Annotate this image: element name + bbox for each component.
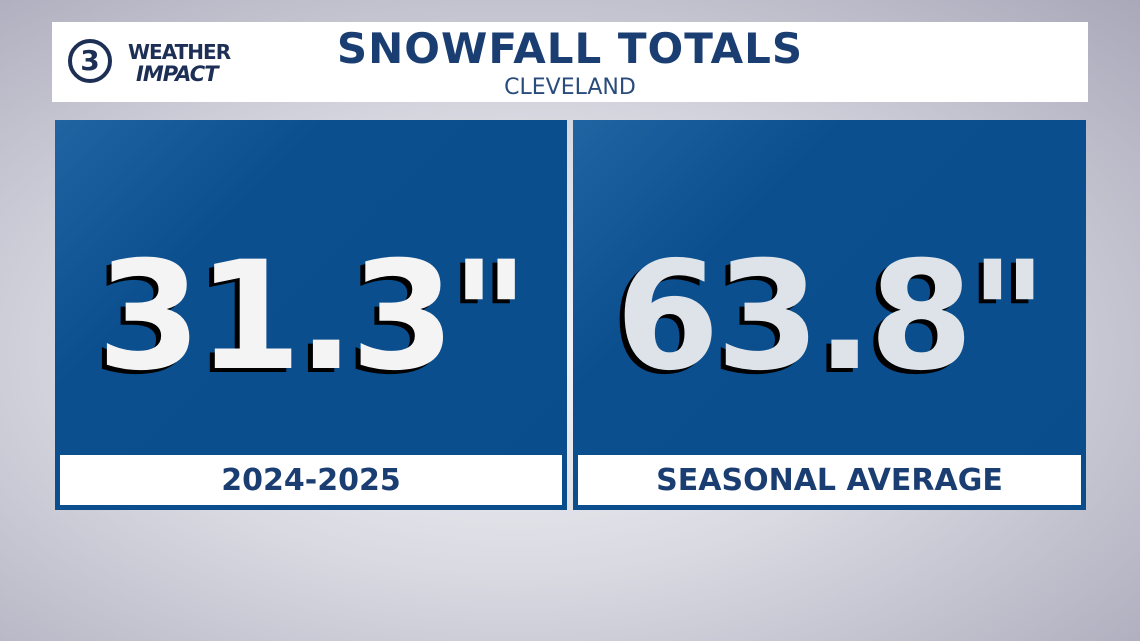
subtitle: CLEVELAND (504, 75, 636, 100)
title: SNOWFALL TOTALS (336, 24, 804, 73)
logo-text: WEATHER (128, 40, 231, 64)
value: 31.3" (96, 230, 529, 404)
value: 63.8" (615, 230, 1047, 404)
panel-label: SEASONAL AVERAGE (578, 455, 1081, 505)
panel: 63.8" SEASONAL AVERAGE (573, 120, 1086, 510)
logo-text: IMPACT (136, 62, 219, 86)
logo-number: 3 (68, 39, 112, 83)
panel: 31.3" 2024-2025 (55, 120, 567, 510)
panel-label: 2024-2025 (60, 455, 562, 505)
header: 3 WEATHER IMPACT SNOWFALL TOTALS CLEVELA… (52, 22, 1088, 102)
